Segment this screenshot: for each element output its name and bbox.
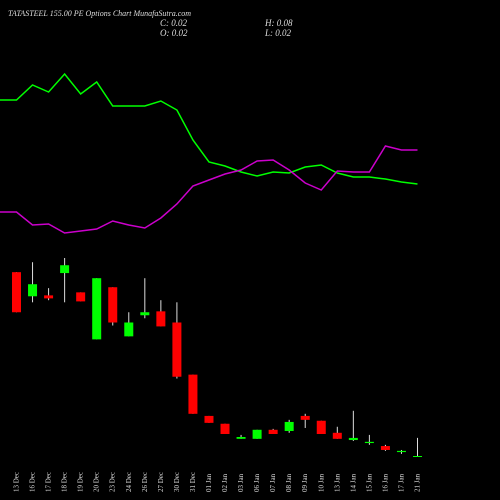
candle-body bbox=[413, 456, 422, 457]
x-tick-label: 17 Dec bbox=[45, 472, 53, 492]
candle-body bbox=[124, 322, 134, 337]
candle-body bbox=[364, 441, 374, 444]
x-tick-label: 09 Jan bbox=[301, 473, 309, 492]
open-label: O: 0.02 bbox=[160, 28, 188, 38]
candle-body bbox=[172, 322, 182, 377]
x-tick-label: 26 Dec bbox=[141, 472, 149, 492]
x-tick-label: 15 Jan bbox=[365, 473, 373, 492]
candle-body bbox=[300, 415, 310, 420]
x-tick-label: 02 Jan bbox=[221, 473, 229, 492]
candle-body bbox=[12, 272, 21, 313]
close-label: C: 0.02 bbox=[160, 18, 188, 28]
candle-body bbox=[44, 295, 54, 299]
candle-body bbox=[220, 423, 230, 434]
x-tick-label: 08 Jan bbox=[285, 473, 293, 492]
x-tick-label: 20 Dec bbox=[93, 472, 101, 492]
indicator-line bbox=[0, 145, 418, 234]
x-tick-label: 18 Dec bbox=[61, 472, 69, 492]
candle-body bbox=[156, 311, 166, 327]
x-tick-label: 03 Jan bbox=[237, 473, 245, 492]
candle-body bbox=[236, 437, 246, 439]
x-tick-label: 17 Jan bbox=[397, 473, 405, 492]
candle-body bbox=[60, 265, 70, 274]
candle-body bbox=[348, 437, 358, 441]
candle-body bbox=[28, 284, 38, 297]
candle-body bbox=[332, 432, 342, 439]
x-tick-label: 23 Dec bbox=[109, 472, 117, 492]
x-tick-label: 07 Jan bbox=[269, 473, 277, 492]
candle-body bbox=[140, 312, 150, 316]
x-tick-label: 06 Jan bbox=[253, 473, 261, 492]
x-tick-label: 01 Jan bbox=[205, 473, 213, 492]
indicator-line bbox=[0, 72, 418, 185]
candle-body bbox=[268, 429, 278, 434]
x-tick-label: 31 Dec bbox=[189, 472, 197, 492]
candle-body bbox=[204, 415, 214, 423]
x-tick-label: 13 Dec bbox=[13, 472, 21, 492]
x-tick-label: 27 Dec bbox=[157, 472, 165, 492]
x-tick-label: 24 Dec bbox=[125, 472, 133, 492]
candle-body bbox=[316, 420, 326, 434]
candle-body bbox=[108, 287, 118, 323]
candle-body bbox=[380, 446, 390, 450]
candle-body bbox=[252, 429, 262, 439]
x-tick-label: 19 Dec bbox=[77, 472, 85, 492]
x-tick-label: 16 Jan bbox=[381, 473, 389, 492]
x-tick-label: 30 Dec bbox=[173, 472, 181, 492]
x-tick-label: 10 Jan bbox=[317, 473, 325, 492]
chart-title: TATASTEEL 155.00 PE Options Chart Munafa… bbox=[8, 9, 191, 18]
x-tick-label: 16 Dec bbox=[29, 472, 37, 492]
high-label: H: 0.08 bbox=[264, 18, 293, 28]
low-label: L: 0.02 bbox=[264, 28, 292, 38]
candle-body bbox=[188, 374, 198, 414]
x-tick-label: 13 Jan bbox=[333, 473, 341, 492]
x-tick-label: 14 Jan bbox=[349, 473, 357, 492]
candle-body bbox=[76, 292, 86, 302]
candle-body bbox=[284, 421, 294, 431]
candle-body bbox=[92, 278, 102, 340]
x-tick-label: 21 Jan bbox=[414, 473, 422, 492]
candle-body bbox=[396, 450, 406, 453]
